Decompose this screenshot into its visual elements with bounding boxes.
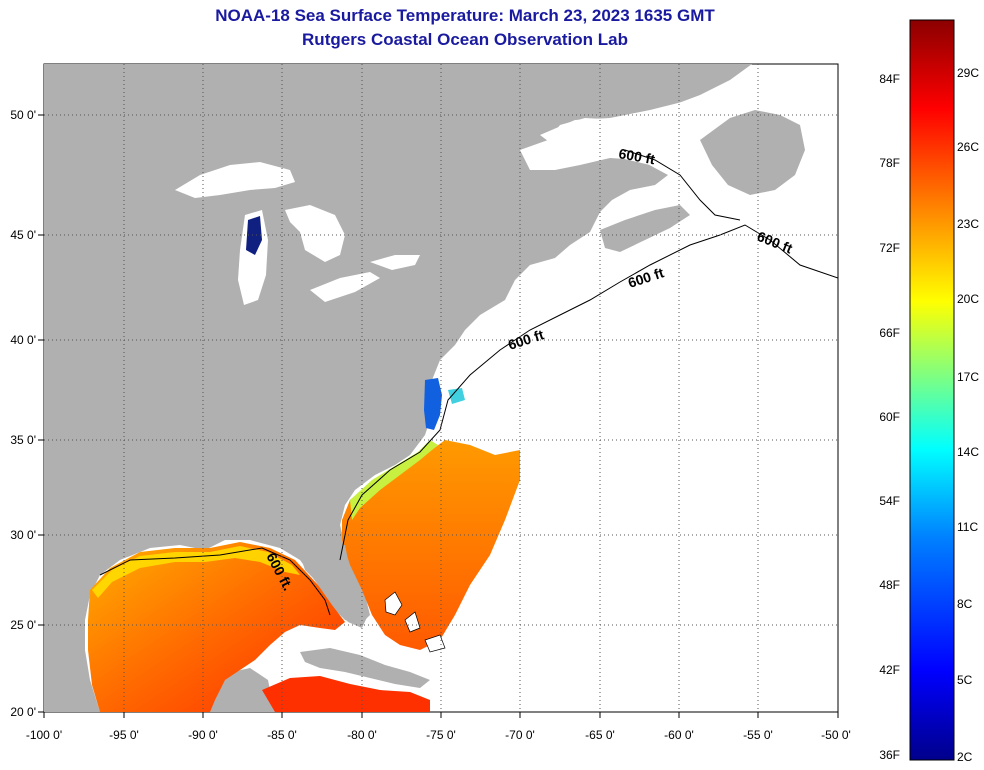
lat-tick-label: 50 0' (10, 108, 36, 122)
colorbar-c-label: 8C (957, 597, 973, 611)
colorbar-c-label: 11C (957, 520, 979, 534)
lake-michigan-cold (246, 216, 262, 255)
land-newfoundland (700, 110, 805, 195)
lat-tick-label: 25 0' (10, 618, 36, 632)
lon-tick-label: -70 0' (505, 728, 535, 742)
colorbar-f-label: 36F (879, 748, 900, 762)
sst-nearshore-cyan (448, 388, 465, 404)
colorbar-c-label: 29C (957, 66, 980, 80)
lon-tick-label: -100 0' (25, 728, 63, 742)
lat-tick-label: 35 0' (10, 433, 36, 447)
gulf-st-lawrence (540, 100, 700, 165)
colorbar-f-label: 72F (879, 241, 900, 255)
colorbar-f-label: 60F (879, 410, 900, 424)
sst-caribbean (262, 676, 430, 712)
lon-tick-label: -95 0' (109, 728, 139, 742)
colorbar-c-label: 20C (957, 292, 980, 306)
colorbar-f-label: 78F (879, 156, 900, 170)
colorbar-f-label: 42F (879, 663, 900, 677)
lake-huron (285, 205, 345, 262)
colorbar-c-label: 14C (957, 445, 980, 459)
lon-tick-label: -50 0' (821, 728, 851, 742)
sst-atlantic-east (342, 440, 520, 650)
colorbar (909, 19, 955, 761)
lon-tick-label: -90 0' (188, 728, 218, 742)
lon-tick-label: -60 0' (664, 728, 694, 742)
lat-tick-label: 40 0' (10, 333, 36, 347)
colorbar-f-label: 84F (879, 72, 900, 86)
lat-tick-label: 30 0' (10, 528, 36, 542)
colorbar-c-label: 5C (957, 673, 973, 687)
lake-superior (175, 162, 295, 198)
sst-chesapeake (424, 378, 442, 430)
lake-ontario (370, 255, 420, 270)
lon-tick-label: -80 0' (347, 728, 377, 742)
frame-ticks (38, 114, 839, 718)
colorbar-f-label: 66F (879, 326, 900, 340)
colorbar-f-label: 54F (879, 494, 900, 508)
lon-tick-label: -65 0' (585, 728, 615, 742)
lat-tick-label: 45 0' (10, 228, 36, 242)
colorbar-f-label: 48F (879, 578, 900, 592)
land-florida (300, 545, 368, 628)
land-north-america (44, 64, 752, 712)
lake-erie (310, 272, 380, 302)
sst-gulf-of-mexico (88, 542, 345, 712)
map-subtitle: Rutgers Coastal Ocean Observation Lab (302, 30, 628, 49)
colorbar-c-label: 23C (957, 217, 980, 231)
map-title: NOAA-18 Sea Surface Temperature: March 2… (215, 6, 715, 25)
isobath-contours (99, 149, 838, 616)
land-bahamas (384, 591, 446, 653)
sst-shelf-band (350, 440, 438, 520)
colorbar-c-label: 26C (957, 140, 980, 154)
land-yucatan (200, 668, 280, 712)
lon-tick-label: -75 0' (426, 728, 456, 742)
colorbar-c-label: 17C (957, 370, 980, 384)
lon-tick-label: -55 0' (743, 728, 773, 742)
contour-label: 600 ft (617, 145, 656, 167)
lon-tick-label: -85 0' (267, 728, 297, 742)
land-cuba (300, 648, 430, 688)
graticule (44, 64, 838, 712)
colorbar-c-label: 2C (957, 750, 973, 764)
land-nova-scotia (600, 205, 690, 252)
lat-tick-label: 20 0' (10, 705, 36, 719)
